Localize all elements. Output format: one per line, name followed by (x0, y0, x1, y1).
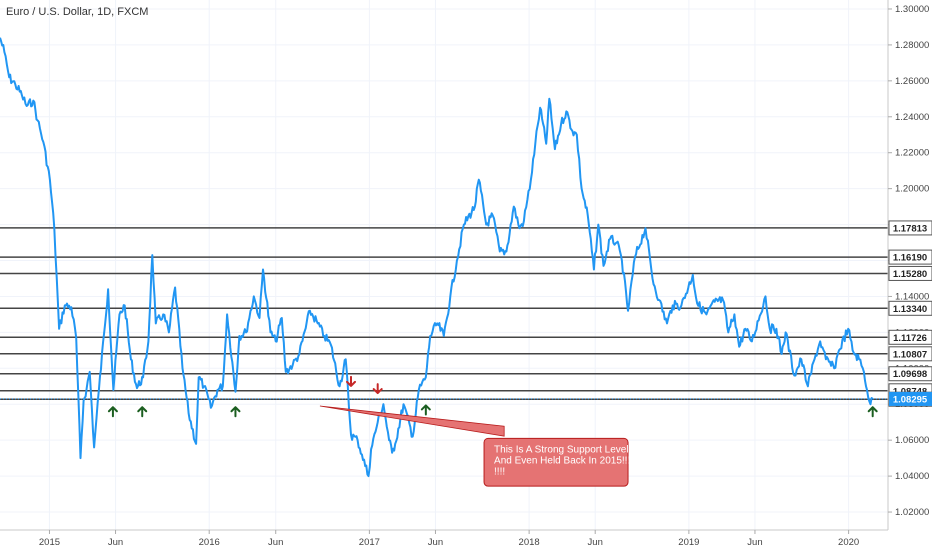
y-tick-label: 1.14000 (895, 291, 929, 302)
x-tick-label: 2017 (359, 537, 380, 548)
up-arrow-icon (230, 406, 241, 418)
level-label-box (888, 346, 932, 362)
x-tick-label: 2019 (678, 537, 699, 548)
y-tick-label: 1.24000 (895, 112, 929, 123)
down-arrow-icon (345, 375, 356, 387)
y-tick-label: 1.30000 (895, 4, 929, 15)
x-tick-label: Jun (108, 537, 123, 548)
y-tick-label: 1.04000 (895, 471, 929, 482)
y-tick-label: 1.06000 (895, 435, 929, 446)
y-tick-label: 1.02000 (895, 507, 929, 518)
callout-text: !!!! (494, 466, 505, 477)
level-label-box (888, 220, 932, 236)
level-label: 1.16190 (893, 253, 927, 264)
x-tick-label: 2015 (39, 537, 60, 548)
x-tick-label: 2020 (838, 537, 859, 548)
callout-text: And Even Held Back In 2015!!!! (494, 455, 633, 466)
grid-lines (0, 0, 888, 530)
current-price-label: 1.08295 (893, 394, 928, 405)
level-label-box (888, 300, 932, 316)
y-tick-label: 1.22000 (895, 148, 929, 159)
x-tick-label: Jun (428, 537, 443, 548)
price-series (0, 37, 874, 478)
signal-arrows (107, 375, 878, 418)
level-label: 1.09698 (893, 369, 927, 380)
up-arrow-icon (107, 406, 118, 418)
x-tick-label: 2016 (199, 537, 220, 548)
level-label-box (888, 329, 932, 345)
x-tick-label: Jun (588, 537, 603, 548)
y-tick-label: 1.20000 (895, 184, 929, 195)
time-axis[interactable]: 2015 Jun 2016 Jun 2017 Jun 2018 Jun 2019 Jun 2020 (39, 530, 859, 548)
level-label-box (888, 265, 932, 281)
up-arrow-icon (420, 404, 431, 416)
level-label: 1.10807 (893, 349, 927, 360)
up-arrow-icon (867, 406, 878, 418)
y-tick-label: 1.28000 (895, 40, 929, 51)
up-arrow-icon (137, 406, 148, 418)
callout-text: This Is A Strong Support Level (494, 444, 629, 455)
eurusd-price-line (0, 37, 874, 478)
level-label: 1.15280 (893, 269, 927, 280)
level-label: 1.11726 (893, 333, 927, 344)
level-label-box (888, 249, 932, 265)
down-arrow-icon (372, 383, 383, 395)
level-label-box (888, 366, 932, 382)
callout-box (483, 437, 629, 487)
current-price-box (889, 391, 932, 406)
chart-title: Euro / U.S. Dollar, 1D, FXCM (6, 6, 148, 18)
x-tick-label: 2018 (519, 537, 540, 548)
level-label: 1.13340 (893, 304, 927, 315)
x-tick-label: Jun (747, 537, 762, 548)
level-price-labels: 1.17813 1.16190 1.15280 1.13340 1.11726 1.108… (888, 220, 932, 407)
y-tick-label: 1.26000 (895, 76, 929, 87)
x-tick-label: Jun (268, 537, 283, 548)
level-label: 1.17813 (893, 223, 927, 234)
callout-pointer (319, 405, 505, 437)
